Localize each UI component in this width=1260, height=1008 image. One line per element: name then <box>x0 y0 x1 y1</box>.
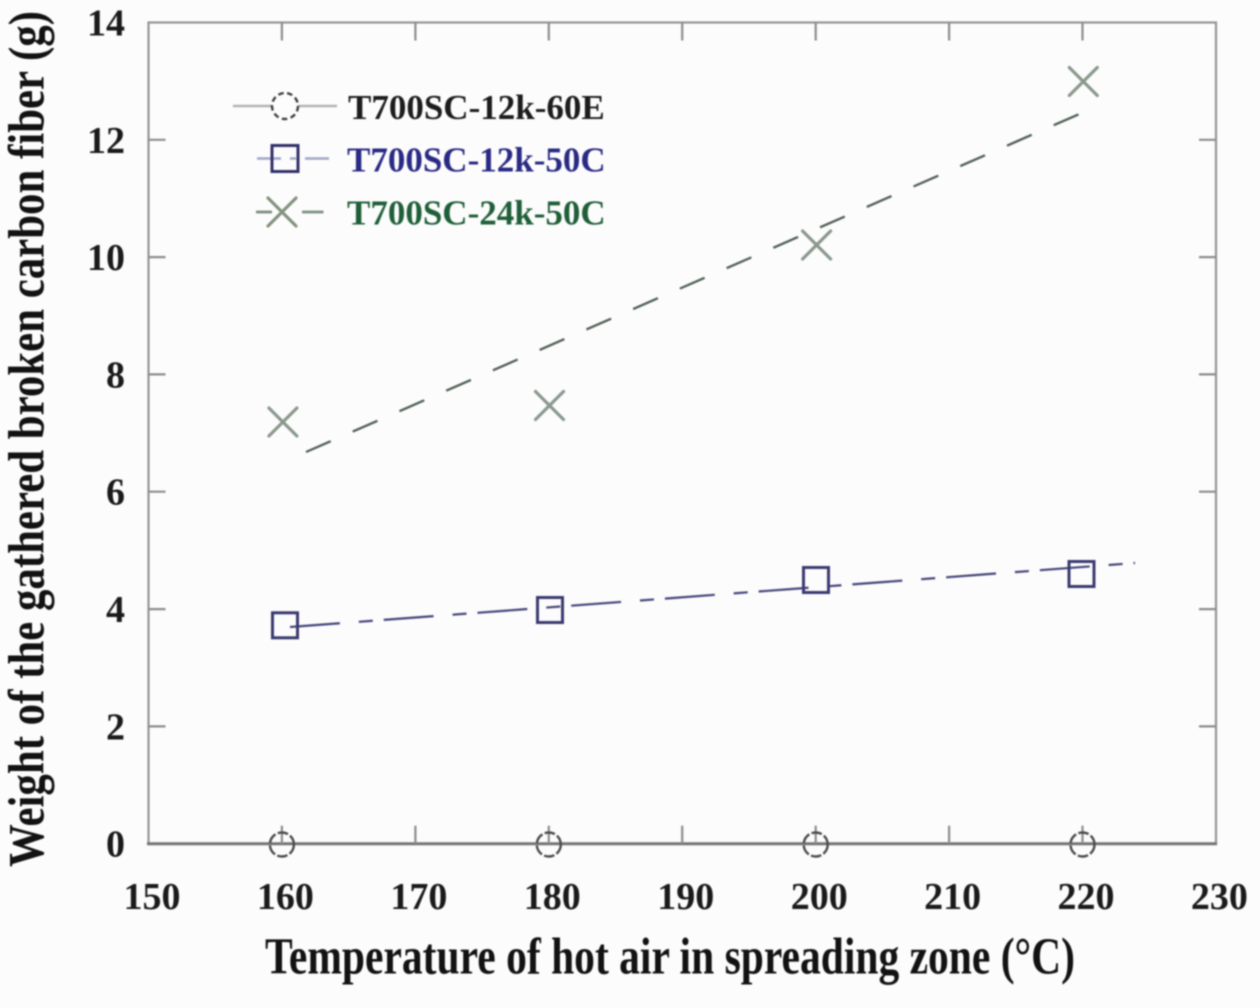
svg-text:150: 150 <box>124 876 181 918</box>
svg-text:T700SC-12k-50C: T700SC-12k-50C <box>347 141 606 180</box>
svg-text:220: 220 <box>1058 876 1115 918</box>
svg-text:190: 190 <box>657 876 714 918</box>
svg-text:200: 200 <box>791 876 848 918</box>
svg-text:10: 10 <box>87 237 125 279</box>
svg-text:170: 170 <box>390 876 447 918</box>
svg-text:14: 14 <box>87 3 125 45</box>
svg-text:4: 4 <box>106 589 125 631</box>
svg-text:6: 6 <box>106 472 125 514</box>
svg-text:8: 8 <box>106 354 125 396</box>
svg-text:12: 12 <box>87 120 125 162</box>
svg-text:180: 180 <box>524 876 581 918</box>
svg-text:T700SC-12k-60E: T700SC-12k-60E <box>348 88 605 127</box>
svg-text:160: 160 <box>257 876 314 918</box>
svg-text:T700SC-24k-50C: T700SC-24k-50C <box>347 194 606 233</box>
svg-text:2: 2 <box>106 706 125 748</box>
svg-text:210: 210 <box>924 876 981 918</box>
svg-text:0: 0 <box>106 824 125 866</box>
svg-text:Temperature of hot air in spre: Temperature of hot air in spreading zone… <box>265 929 1075 986</box>
svg-text:230: 230 <box>1191 876 1248 918</box>
svg-text:Weight of the gathered broken: Weight of the gathered broken carbon fib… <box>0 11 56 867</box>
